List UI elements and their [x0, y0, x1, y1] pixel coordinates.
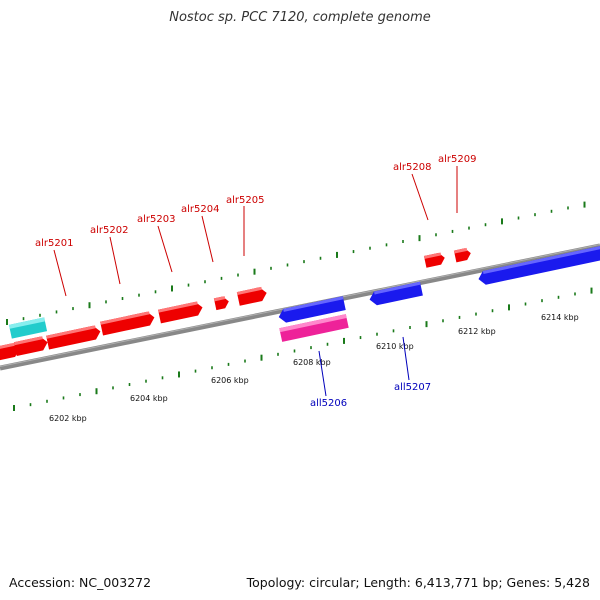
gene-label-alr5203[interactable]: alr5203: [137, 214, 175, 225]
gene-arrow-reverse[interactable]: [368, 281, 423, 307]
scale-label: 6210 kbp: [376, 342, 414, 351]
pseudo-gene-feature[interactable]: [279, 314, 349, 342]
gene-arrow[interactable]: [213, 295, 230, 311]
gene-arrow-reverse[interactable]: [477, 243, 600, 286]
gene-arrow-reverse[interactable]: [277, 296, 346, 324]
gene-label-alr5209[interactable]: alr5209: [438, 154, 476, 165]
forward-gene-features: [0, 247, 472, 362]
scale-label: 6212 kbp: [458, 327, 496, 336]
scale-label: 6206 kbp: [211, 376, 249, 385]
gene-label-alr5205[interactable]: alr5205: [226, 195, 264, 206]
forward-label-leaders: [53, 166, 458, 297]
rna-feature[interactable]: [8, 317, 48, 339]
scale-label: 6202 kbp: [49, 414, 87, 423]
gene-label-all5207[interactable]: all5207: [394, 382, 431, 393]
lower-tick-track: [13, 287, 593, 411]
gene-label-alr5208[interactable]: alr5208: [393, 162, 431, 173]
gene-arrow[interactable]: [100, 311, 156, 336]
gene-label-alr5204[interactable]: alr5204: [181, 204, 219, 215]
genome-info-text: Topology: circular; Length: 6,413,771 bp…: [246, 575, 590, 590]
gene-arrow[interactable]: [0, 342, 21, 362]
gene-label-alr5201[interactable]: alr5201: [35, 238, 73, 249]
gene-arrow[interactable]: [236, 286, 268, 306]
accession-text: Accession: NC_003272: [9, 575, 152, 590]
scale-label: 6204 kbp: [130, 394, 168, 403]
gene-arrow[interactable]: [13, 335, 49, 356]
gene-label-all5206[interactable]: all5206: [310, 398, 347, 409]
scale-label: 6214 kbp: [541, 313, 579, 322]
reverse-gene-features: [277, 243, 600, 324]
gene-arrow[interactable]: [46, 325, 102, 350]
reverse-label-leaders: [318, 336, 410, 397]
gene-arrow[interactable]: [158, 301, 204, 324]
gene-arrow[interactable]: [423, 252, 446, 268]
scale-label: 6208 kbp: [293, 358, 331, 367]
genome-title: Nostoc sp. PCC 7120, complete genome: [169, 10, 431, 25]
gene-arrow[interactable]: [453, 247, 472, 263]
gene-label-alr5202[interactable]: alr5202: [90, 225, 128, 236]
upper-tick-track: [6, 201, 586, 325]
